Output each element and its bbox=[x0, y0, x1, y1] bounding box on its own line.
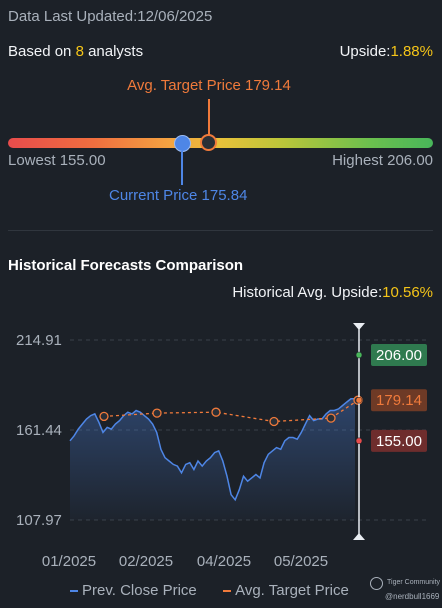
price-tag-box bbox=[371, 429, 427, 452]
prev-close-area bbox=[70, 398, 355, 520]
watermark-brand: Tiger Community bbox=[387, 579, 441, 586]
chart-legend: Prev. Close Price Avg. Target Price bbox=[70, 582, 349, 599]
cursor-top-arrow bbox=[353, 323, 365, 330]
x-tick-label: 04/2025 bbox=[197, 553, 251, 570]
legend-prev-close-swatch bbox=[70, 590, 78, 593]
upside-label: Upside: bbox=[339, 43, 391, 60]
highest-price-label: Highest 206.00 bbox=[332, 152, 433, 169]
current-price-label: Current Price 175.84 bbox=[109, 187, 248, 204]
avg-target-pointer bbox=[208, 99, 210, 135]
analysts-prefix: Based on bbox=[8, 43, 76, 60]
price-tag-label: 179.14 bbox=[376, 392, 422, 409]
upside-text: Upside:1.88% bbox=[340, 43, 433, 60]
y-tick-label: 214.91 bbox=[16, 332, 62, 349]
tag-marker-dot bbox=[355, 351, 363, 359]
price-tag-box bbox=[371, 389, 427, 412]
analysts-count-text: Based on 8 analysts bbox=[8, 43, 143, 60]
upside-value: 1.88% bbox=[390, 43, 433, 60]
avg-target-marker bbox=[200, 134, 217, 151]
analysts-count: 8 bbox=[75, 43, 84, 60]
legend-prev-close[interactable]: Prev. Close Price bbox=[70, 582, 197, 599]
y-tick-label: 107.97 bbox=[16, 512, 62, 529]
x-tick-label: 02/2025 bbox=[119, 553, 173, 570]
legend-prev-close-label: Prev. Close Price bbox=[82, 582, 197, 599]
price-tag-label: 206.00 bbox=[376, 347, 422, 364]
current-price-marker bbox=[174, 135, 191, 152]
legend-avg-target-swatch bbox=[223, 590, 232, 593]
x-tick-label: 05/2025 bbox=[274, 553, 328, 570]
cursor-bottom-arrow bbox=[353, 533, 365, 540]
tiger-logo-icon bbox=[370, 577, 383, 590]
avg-target-point bbox=[99, 411, 109, 422]
avg-target-point bbox=[152, 408, 162, 418]
avg-target-label: Avg. Target Price 179.14 bbox=[127, 77, 291, 94]
y-tick-label: 161.44 bbox=[16, 422, 62, 439]
tag-marker-dot bbox=[355, 437, 363, 445]
data-updated-label: Data Last Updated:12/06/2025 bbox=[8, 8, 213, 25]
watermark-user: @nerdbull1669 bbox=[385, 592, 440, 601]
legend-avg-target-label: Avg. Target Price bbox=[235, 582, 349, 599]
price-range-gauge bbox=[8, 138, 433, 148]
historical-forecast-chart[interactable]: 214.91 161.44 107.97 01/2025 02/2025 04/2025 0… bbox=[0, 310, 442, 578]
price-tag-label: 155.00 bbox=[376, 433, 422, 450]
historical-avg-upside: Historical Avg. Upside:10.56% bbox=[232, 284, 433, 301]
historical-avg-upside-label: Historical Avg. Upside: bbox=[232, 284, 383, 301]
lowest-price-label: Lowest 155.00 bbox=[8, 152, 106, 169]
price-tag-box bbox=[371, 343, 427, 366]
x-tick-label: 01/2025 bbox=[42, 553, 96, 570]
historical-avg-upside-value: 10.56% bbox=[382, 284, 433, 301]
avg-target-point bbox=[326, 413, 336, 423]
legend-avg-target[interactable]: Avg. Target Price bbox=[223, 582, 349, 599]
section-divider bbox=[8, 230, 433, 231]
analysts-suffix: analysts bbox=[83, 43, 144, 60]
current-price-pointer bbox=[181, 151, 183, 185]
tag-marker-dot bbox=[355, 396, 363, 404]
avg-target-line bbox=[103, 399, 359, 423]
avg-target-point bbox=[269, 416, 279, 427]
avg-target-point bbox=[211, 407, 221, 417]
historical-forecasts-title: Historical Forecasts Comparison bbox=[8, 257, 244, 274]
